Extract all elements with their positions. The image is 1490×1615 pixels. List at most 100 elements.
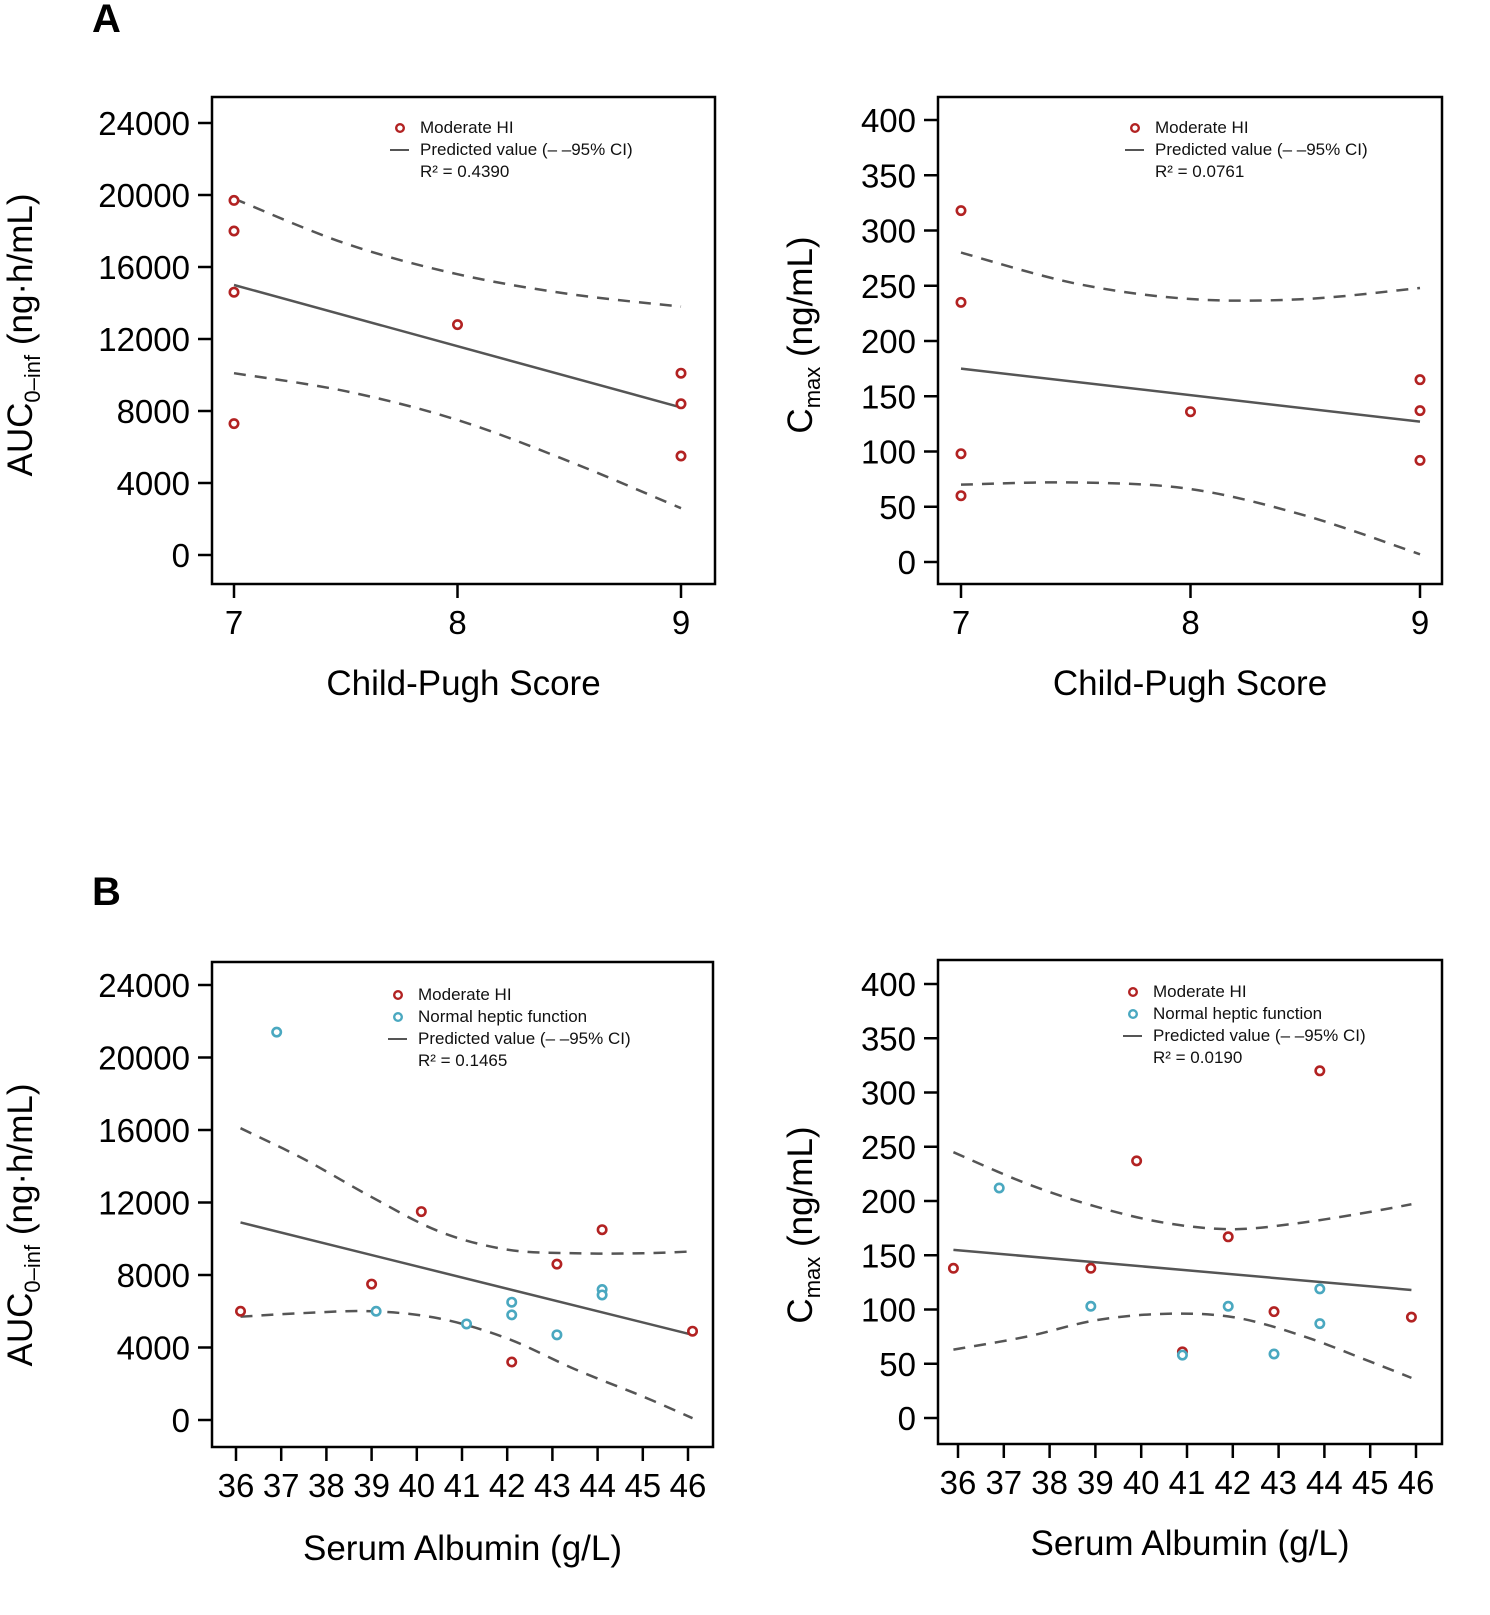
- x-tick-label: 40: [398, 1467, 435, 1504]
- legend-entry: Moderate HI: [1155, 118, 1249, 137]
- x-tick-label: 42: [1214, 1464, 1251, 1501]
- y-tick-label: 350: [861, 157, 916, 194]
- ci-lower-line: [953, 1312, 1412, 1380]
- legend-entry: Normal heptic function: [418, 1007, 587, 1026]
- data-point-normal: [1314, 1283, 1326, 1295]
- y-tick-label: 300: [861, 1075, 916, 1112]
- legend-marker-moderate: [1127, 987, 1138, 998]
- ci-lower-line: [233, 371, 682, 510]
- x-tick-label: 46: [670, 1467, 707, 1504]
- x-tick-label: 39: [1077, 1464, 1114, 1501]
- x-tick-label: 37: [263, 1467, 300, 1504]
- y-tick-label: 200: [861, 323, 916, 360]
- data-point-moderate: [1405, 1311, 1417, 1323]
- ci-upper-line: [952, 1151, 1412, 1231]
- legend-entry: Predicted value (– –95% CI): [1153, 1026, 1366, 1045]
- data-point-moderate: [675, 398, 687, 410]
- data-point-moderate: [1085, 1262, 1097, 1274]
- data-point-moderate: [596, 1224, 608, 1236]
- data-point-moderate: [366, 1278, 378, 1290]
- y-tick-label: 0: [898, 544, 916, 581]
- y-tick-label: 0: [172, 537, 190, 574]
- y-tick-label: 4000: [117, 1330, 190, 1367]
- chart-a-auc: 0 4000 8000 12000 16000 20000 24000 7 8 9 Child-Pu…: [1, 95, 717, 703]
- legend-entry: Normal heptic function: [1153, 1004, 1322, 1023]
- y-tick-label: 4000: [117, 465, 190, 502]
- fit-line: [953, 1248, 1412, 1292]
- x-axis-title: Child-Pugh Score: [1053, 664, 1327, 703]
- x-axis-title: Serum Albumin (g/L): [1030, 1524, 1349, 1563]
- legend-marker-moderate: [1129, 122, 1140, 133]
- fit-line: [233, 283, 682, 409]
- y-axis-title: Cmax (ng/mL): [781, 1126, 825, 1323]
- x-tick-label: 7: [952, 604, 970, 641]
- y-tick-label: 100: [861, 1292, 916, 1329]
- data-point-normal: [596, 1289, 608, 1301]
- y-tick-label: 24000: [98, 105, 190, 142]
- x-tick-label: 45: [624, 1467, 661, 1504]
- x-tick-label: 42: [489, 1467, 526, 1504]
- data-point-moderate: [1131, 1155, 1143, 1167]
- y-tick-label: 16000: [98, 1112, 190, 1149]
- y-axis-title: AUC0–inf (ng·h/mL): [1, 1083, 45, 1366]
- data-point-normal: [551, 1329, 563, 1341]
- y-tick-label: 20000: [98, 177, 190, 214]
- data-point-moderate: [1268, 1306, 1280, 1318]
- data-point-moderate: [228, 194, 240, 206]
- data-point-moderate: [228, 418, 240, 430]
- data-point-moderate: [1222, 1231, 1234, 1243]
- y-axis-title: Cmax (ng/mL): [781, 236, 825, 433]
- legend-entry: Predicted value (– –95% CI): [1155, 140, 1368, 159]
- data-point-moderate: [955, 490, 967, 502]
- r-squared-label: R² = 0.1465: [418, 1051, 507, 1070]
- x-tick-label: 8: [1181, 604, 1199, 641]
- plot-frame: [210, 95, 717, 586]
- legend-marker-normal: [393, 1012, 404, 1023]
- r-squared-label: R² = 0.0190: [1153, 1048, 1242, 1067]
- data-point-moderate: [675, 450, 687, 462]
- data-point-moderate: [235, 1305, 247, 1317]
- data-point-moderate: [228, 225, 240, 237]
- y-tick-label: 20000: [98, 1040, 190, 1077]
- data-point-normal: [993, 1182, 1005, 1194]
- legend-entry: Predicted value (– –95% CI): [420, 140, 633, 159]
- x-tick-label: 38: [1031, 1464, 1068, 1501]
- x-axis-title: Serum Albumin (g/L): [303, 1529, 622, 1568]
- data-point-moderate: [1314, 1065, 1326, 1077]
- y-tick-label: 250: [861, 268, 916, 305]
- data-point-moderate: [1185, 406, 1197, 418]
- x-tick-label: 43: [534, 1467, 571, 1504]
- y-tick-label: 150: [861, 1237, 916, 1274]
- x-tick-label: 45: [1352, 1464, 1389, 1501]
- data-point-normal: [1314, 1318, 1326, 1330]
- x-tick-label: 44: [1306, 1464, 1343, 1501]
- x-tick-label: 46: [1398, 1464, 1435, 1501]
- x-tick-label: 39: [353, 1467, 390, 1504]
- data-point-moderate: [687, 1325, 699, 1337]
- ci-upper-line: [239, 1127, 693, 1255]
- ci-upper-line: [233, 197, 682, 308]
- data-point-moderate: [675, 367, 687, 379]
- x-tick-label: 36: [218, 1467, 255, 1504]
- chart-b-cmax: 0 50 100 150 200 250 300 350 400 36 37 38 39 40 41 42 43…: [781, 958, 1444, 1563]
- y-tick-label: 12000: [98, 321, 190, 358]
- y-tick-label: 12000: [98, 1185, 190, 1222]
- y-tick-label: 16000: [98, 249, 190, 286]
- x-tick-label: 9: [1411, 604, 1429, 641]
- data-point-moderate: [947, 1262, 959, 1274]
- data-point-moderate: [1414, 454, 1426, 466]
- data-point-moderate: [955, 296, 967, 308]
- chart-a-cmax: 0 50 100 150 200 250 300 350 400 7 8 9 Child-Pugh Sc…: [781, 95, 1444, 703]
- x-tick-label: 8: [448, 604, 466, 641]
- y-tick-label: 50: [879, 489, 916, 526]
- data-point-normal: [271, 1026, 283, 1038]
- data-point-normal: [1222, 1300, 1234, 1312]
- data-point-normal: [1085, 1300, 1097, 1312]
- ci-upper-line: [960, 251, 1421, 302]
- y-tick-label: 400: [861, 966, 916, 1003]
- y-tick-label: 50: [879, 1346, 916, 1383]
- data-point-moderate: [955, 205, 967, 217]
- x-axis-title: Child-Pugh Score: [326, 664, 600, 703]
